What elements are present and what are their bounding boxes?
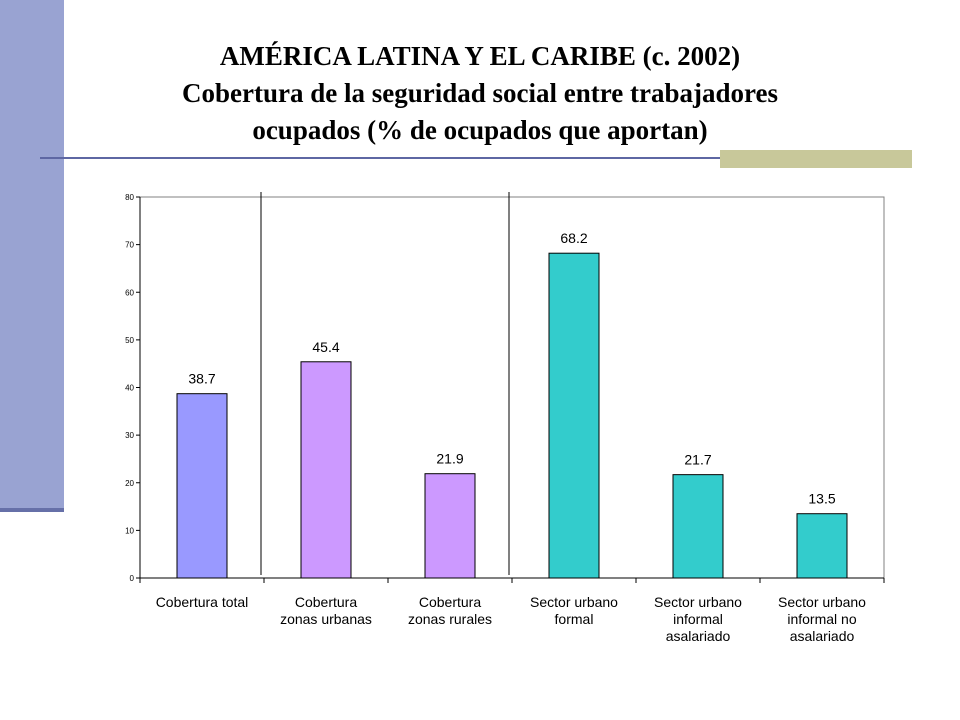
plot-area-frame (139, 196, 885, 579)
title-line-2: Cobertura de la seguridad social entre t… (182, 78, 778, 108)
y-tick-label: 30 (125, 431, 134, 440)
title-line-3: ocupados (% de ocupados que aportan) (252, 115, 708, 145)
y-tick-label: 70 (125, 241, 134, 250)
y-tick-label: 20 (125, 479, 134, 488)
accent-block (720, 150, 912, 168)
x-category-label: Sector urbano (654, 594, 742, 610)
x-category-label: zonas rurales (408, 611, 492, 627)
x-category-label: informal no (787, 611, 856, 627)
x-category-label: Cobertura total (156, 594, 249, 610)
bar (300, 361, 352, 579)
bar (672, 474, 724, 579)
title-line-1: AMÉRICA LATINA Y EL CARIBE (c. 2002) (219, 41, 741, 71)
y-tick-label: 50 (125, 336, 134, 345)
x-category-label: Sector urbano (778, 594, 866, 610)
title-divider-line (40, 157, 912, 159)
x-category-label: Cobertura (295, 594, 357, 610)
x-category-label: zonas urbanas (280, 611, 372, 627)
left-decorative-bar (0, 0, 64, 512)
y-tick-label: 10 (125, 526, 134, 535)
x-category-label: Cobertura (419, 594, 481, 610)
y-tick-label: 60 (125, 288, 134, 297)
data-label: 38.7 (188, 371, 215, 387)
bar (548, 252, 600, 579)
y-tick-label: 80 (125, 193, 134, 202)
x-category-label: asalariado (666, 628, 731, 644)
data-label: 21.7 (684, 452, 711, 468)
data-label: 45.4 (312, 339, 339, 355)
data-label: 21.9 (436, 451, 463, 467)
bar (424, 473, 476, 579)
bar (796, 513, 848, 579)
y-tick-label: 40 (125, 384, 134, 393)
x-category-label: formal (555, 611, 594, 627)
x-category-label: informal (673, 611, 723, 627)
x-category-label: asalariado (790, 628, 855, 644)
x-category-label: Sector urbano (530, 594, 618, 610)
y-tick-label: 0 (130, 574, 135, 583)
page-title: AMÉRICA LATINA Y EL CARIBE (c. 2002) Cob… (70, 38, 890, 149)
bar (176, 393, 228, 579)
data-label: 68.2 (560, 230, 587, 246)
data-label: 13.5 (808, 491, 835, 507)
